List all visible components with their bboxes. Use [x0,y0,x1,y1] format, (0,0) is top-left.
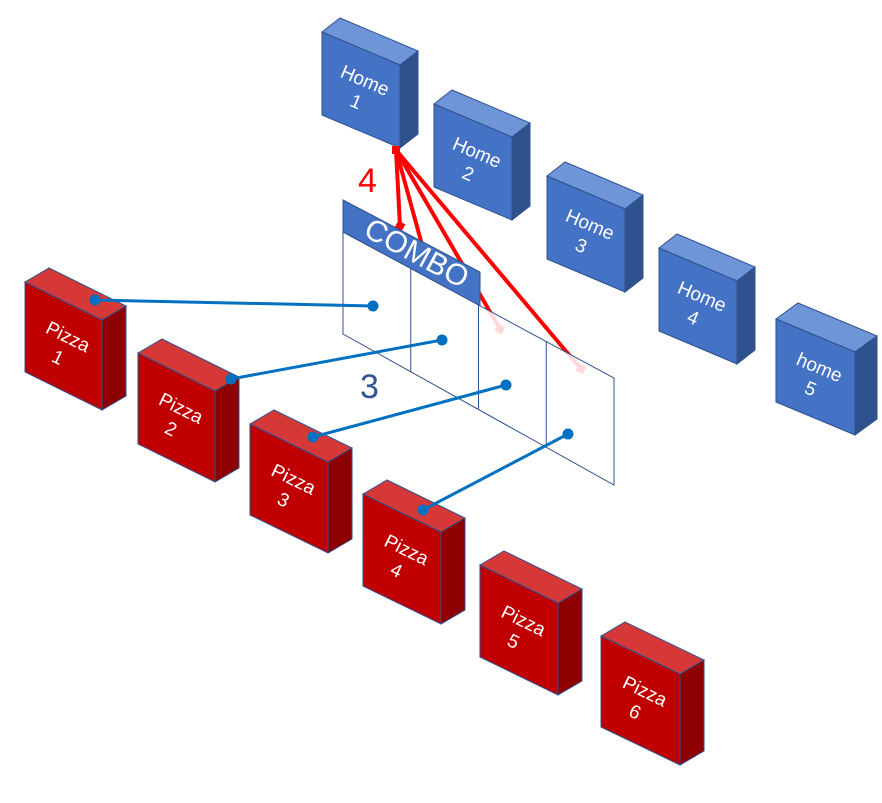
pizza-box-side [679,659,705,766]
pizza-link-line-4 [422,432,569,512]
pizza-box-6: Pizza6 [599,621,706,766]
pizza-box-side [214,376,240,483]
pizza-link-start-2 [225,373,237,385]
pizza-box-side [557,588,583,696]
home-link-count-label: 4 [358,162,377,200]
home-box-front [658,247,738,365]
home-link-line-1 [394,148,402,228]
pizza-box-side [440,517,466,625]
pizza-box-4: Pizza4 [361,479,467,625]
home-box-3: Home3 [546,161,644,294]
pizza-box-1: Pizza1 [23,267,128,411]
home-box-side [399,49,419,150]
pizza-link-start-1 [89,294,101,306]
home-box-side [624,193,644,294]
home-box-2: Home2 [433,89,531,222]
pizza-box-3: Pizza3 [248,409,354,554]
pizza-box-2: Pizza2 [136,338,241,483]
home-link-line-2 [394,148,426,254]
home-box-front [775,318,856,436]
pizza-box-side [101,305,127,411]
home-link-line-4 [394,148,583,371]
pizza-box-front [24,281,103,411]
pizza-box-front [600,635,681,766]
home-box-front [433,103,513,221]
pizza-box-front [249,423,329,554]
pizza-box-front [137,352,216,483]
pizza-link-start-4 [417,504,429,516]
pizza-box-front [362,493,442,625]
home-box-front [546,175,626,293]
pizza-link-line-1 [94,298,374,308]
home-link-line-3 [394,148,502,331]
pizza-link-count-label: 3 [360,368,379,406]
home-box-side [736,265,756,366]
home-box-5: home5 [774,302,879,436]
pizza-box-5: Pizza5 [478,550,584,696]
pizza-link-line-2 [230,338,443,381]
pizza-link-end-3 [500,379,512,391]
pizza-combo-links [89,294,574,516]
pizza-link-line-3 [312,383,507,439]
pizza-link-end-1 [367,300,379,312]
pizza-link-end-4 [562,428,574,440]
home-box-4: Home4 [658,233,756,366]
pizza-box-side [327,447,353,554]
pizza-link-start-3 [307,431,319,443]
home-box-side [854,335,878,436]
pizza-link-end-2 [436,334,448,346]
home-link-origin [392,146,400,154]
combo-panel: COMBO [342,199,615,486]
count-labels: 43 [358,162,379,406]
pizza-box-front [479,564,559,696]
home-box-1: Home1 [321,17,419,150]
home-box-side [511,121,531,222]
